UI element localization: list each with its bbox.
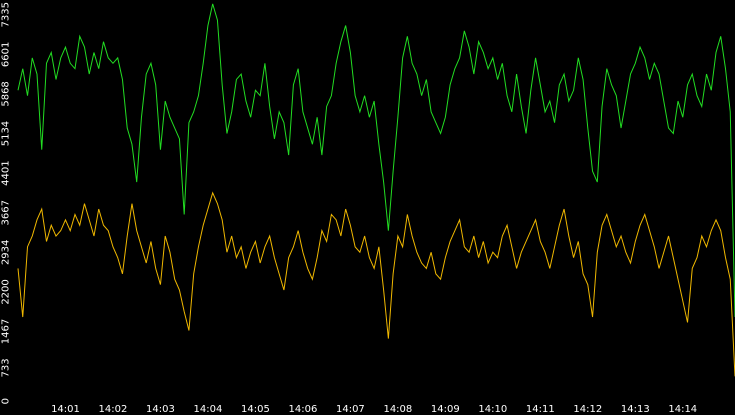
x-tick-label: 14:07 bbox=[336, 404, 365, 415]
y-tick-label: 3667 bbox=[0, 200, 11, 225]
y-tick-label: 6601 bbox=[0, 42, 11, 67]
x-tick-label: 14:06 bbox=[288, 404, 317, 415]
y-tick-label: 4401 bbox=[0, 160, 11, 185]
x-tick-label: 14:01 bbox=[51, 404, 80, 415]
x-tick-label: 14:12 bbox=[573, 404, 602, 415]
y-tick-label: 7335 bbox=[0, 2, 11, 27]
y-tick-label: 1467 bbox=[0, 319, 11, 344]
x-tick-label: 14:08 bbox=[383, 404, 412, 415]
y-tick-label: 733 bbox=[0, 358, 11, 377]
x-tick-label: 14:13 bbox=[621, 404, 650, 415]
x-tick-label: 14:09 bbox=[431, 404, 460, 415]
y-tick-label: 2200 bbox=[0, 279, 11, 304]
series-line bbox=[17, 3, 735, 318]
y-tick-label: 0 bbox=[0, 398, 11, 404]
x-tick-label: 14:05 bbox=[241, 404, 270, 415]
y-tick-label: 5134 bbox=[0, 121, 11, 146]
x-tick-label: 14:04 bbox=[194, 404, 223, 415]
x-tick-label: 14:10 bbox=[478, 404, 507, 415]
y-tick-label: 5868 bbox=[0, 81, 11, 106]
x-tick-label: 14:03 bbox=[146, 404, 175, 415]
series-line bbox=[17, 191, 735, 377]
y-tick-label: 2934 bbox=[0, 240, 11, 265]
x-tick-label: 14:02 bbox=[99, 404, 128, 415]
x-tick-label: 14:14 bbox=[668, 404, 697, 415]
x-tick-label: 14:11 bbox=[526, 404, 555, 415]
